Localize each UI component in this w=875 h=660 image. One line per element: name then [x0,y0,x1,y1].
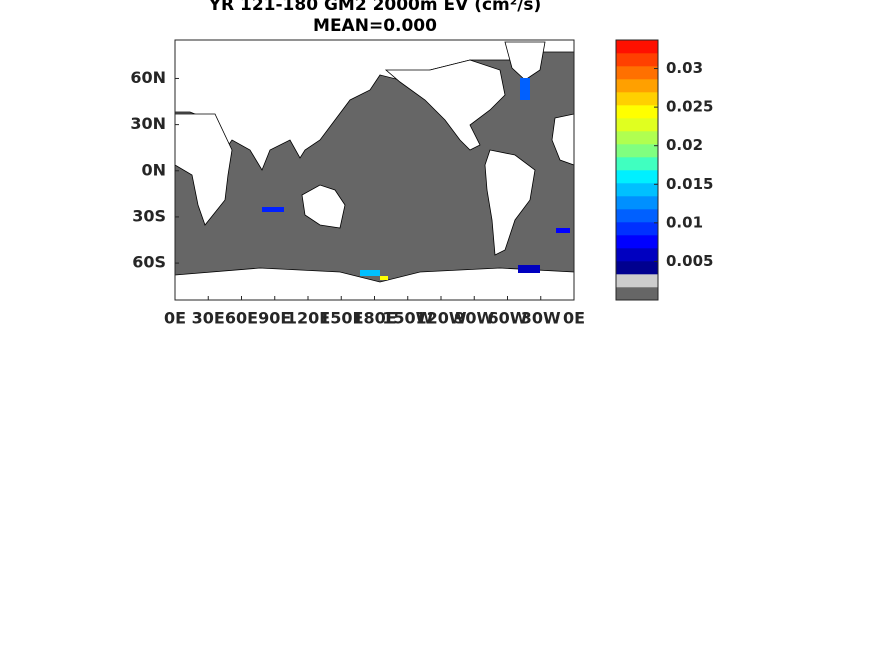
colorbar-tick-label: 0.015 [666,175,713,193]
map [174,39,575,301]
spot [262,207,284,212]
x-tick-label: 90E [258,309,291,328]
x-tick-label: 0E [563,309,585,328]
australia [301,184,346,229]
colorbar-segment [616,144,658,158]
colorbar-segment [616,92,658,106]
x-tick-label: 0E [164,309,186,328]
colorbar-segment [616,222,658,236]
data-spots [262,78,570,280]
y-tick-label: 30N [130,114,166,133]
x-tick-label: 150W [382,309,433,328]
colorbar-tick-label: 0.005 [666,252,713,270]
colorbar-segment [616,118,658,132]
colorbar-segment [616,40,658,54]
y-tick-label: 60N [130,68,166,87]
colorbar-segment [616,261,658,275]
colorbar-segment [616,66,658,80]
south-america [484,149,536,256]
spot [518,265,540,273]
africa-east [174,113,233,226]
colorbar-segment [616,196,658,210]
colorbar-segment [616,131,658,145]
colorbar-segment [616,248,658,262]
chart-title: YR 121-180 GM2 2000m EV (cm²/s) [208,0,542,15]
colorbar-segment [616,105,658,119]
x-tick-label: 30W [521,309,561,328]
x-tick-label: 90W [454,309,494,328]
spot [520,78,530,100]
colorbar-segment [616,274,658,288]
greenland [504,41,546,81]
colorbar-tick-label: 0.02 [666,136,703,154]
colorbar-segment [616,235,658,249]
colorbar-tick-label: 0.03 [666,59,703,77]
chart-subtitle: MEAN=0.000 [313,16,437,36]
colorbar-segment [616,287,658,301]
spot [380,276,388,280]
north-america [384,59,506,151]
y-tick-label: 0N [141,160,166,179]
colorbar-segment [616,79,658,93]
colorbar-segment [616,170,658,184]
x-tick-label: 30E [192,309,225,328]
colorbar-segment [616,53,658,67]
spot [360,270,380,276]
x-tick-label: 60W [488,309,528,328]
x-tick-label: 120E [286,309,330,328]
x-tick-label: 150E [319,309,363,328]
colorbar-segment [616,209,658,223]
africa-west [551,113,575,166]
colorbar-tick-label: 0.01 [666,213,703,231]
x-tick-label: 180E [352,309,396,328]
colorbar-segment [616,183,658,197]
colorbar-tick-label: 0.025 [666,98,713,116]
x-tick-label: 60E [225,309,258,328]
y-tick-label: 60S [132,253,166,272]
y-tick-label: 30S [132,206,166,225]
colorbar-segment [616,157,658,171]
x-tick-label: 120W [415,309,466,328]
spot [556,228,570,233]
land [174,39,575,301]
colorbar-box [615,39,659,301]
